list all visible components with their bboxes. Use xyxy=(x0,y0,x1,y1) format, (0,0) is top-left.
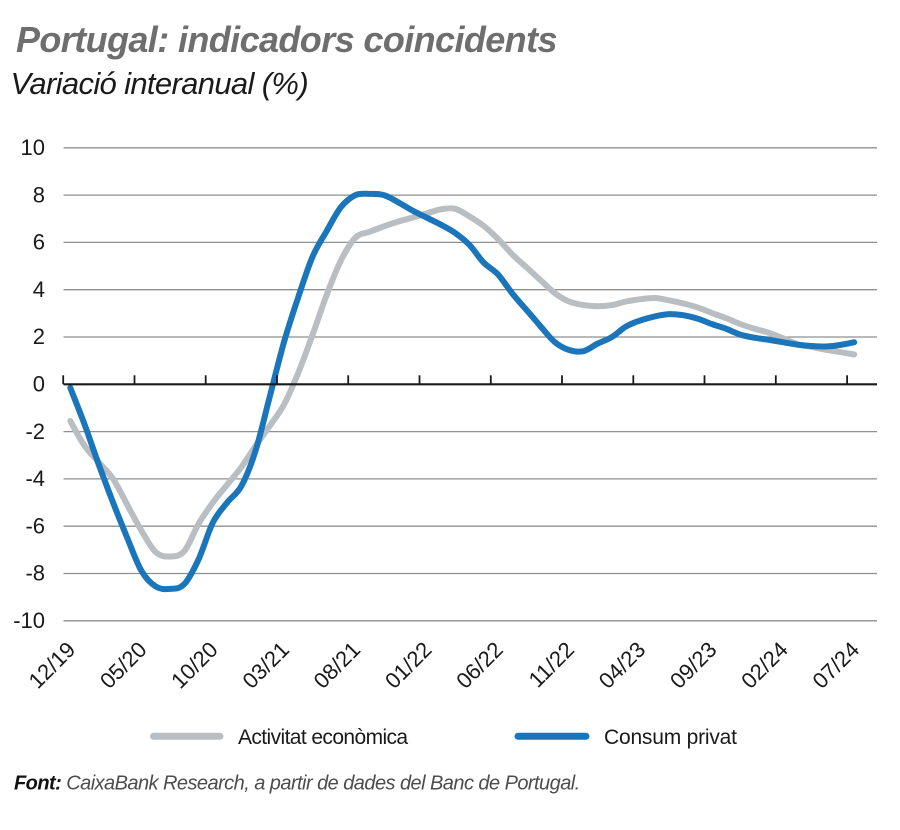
svg-text:-6: -6 xyxy=(25,513,45,538)
svg-text:4: 4 xyxy=(33,277,45,302)
svg-text:Activitat econòmica: Activitat econòmica xyxy=(238,726,408,749)
svg-text:10: 10 xyxy=(21,135,45,160)
svg-text:-10: -10 xyxy=(13,608,45,633)
svg-text:Variació interanual (%): Variació interanual (%) xyxy=(11,66,309,101)
svg-text:6: 6 xyxy=(33,230,45,255)
svg-text:8: 8 xyxy=(33,182,45,207)
svg-text:Portugal: indicadors coinciden: Portugal: indicadors coincidents xyxy=(16,19,557,60)
svg-text:Font: CaixaBank Research, a pa: Font: CaixaBank Research, a partir de da… xyxy=(14,773,580,795)
svg-text:-8: -8 xyxy=(25,561,45,586)
svg-text:Consum privat: Consum privat xyxy=(604,726,737,749)
svg-text:-2: -2 xyxy=(25,419,45,444)
svg-text:-4: -4 xyxy=(25,466,45,491)
svg-text:0: 0 xyxy=(33,372,45,397)
svg-text:2: 2 xyxy=(33,324,45,349)
